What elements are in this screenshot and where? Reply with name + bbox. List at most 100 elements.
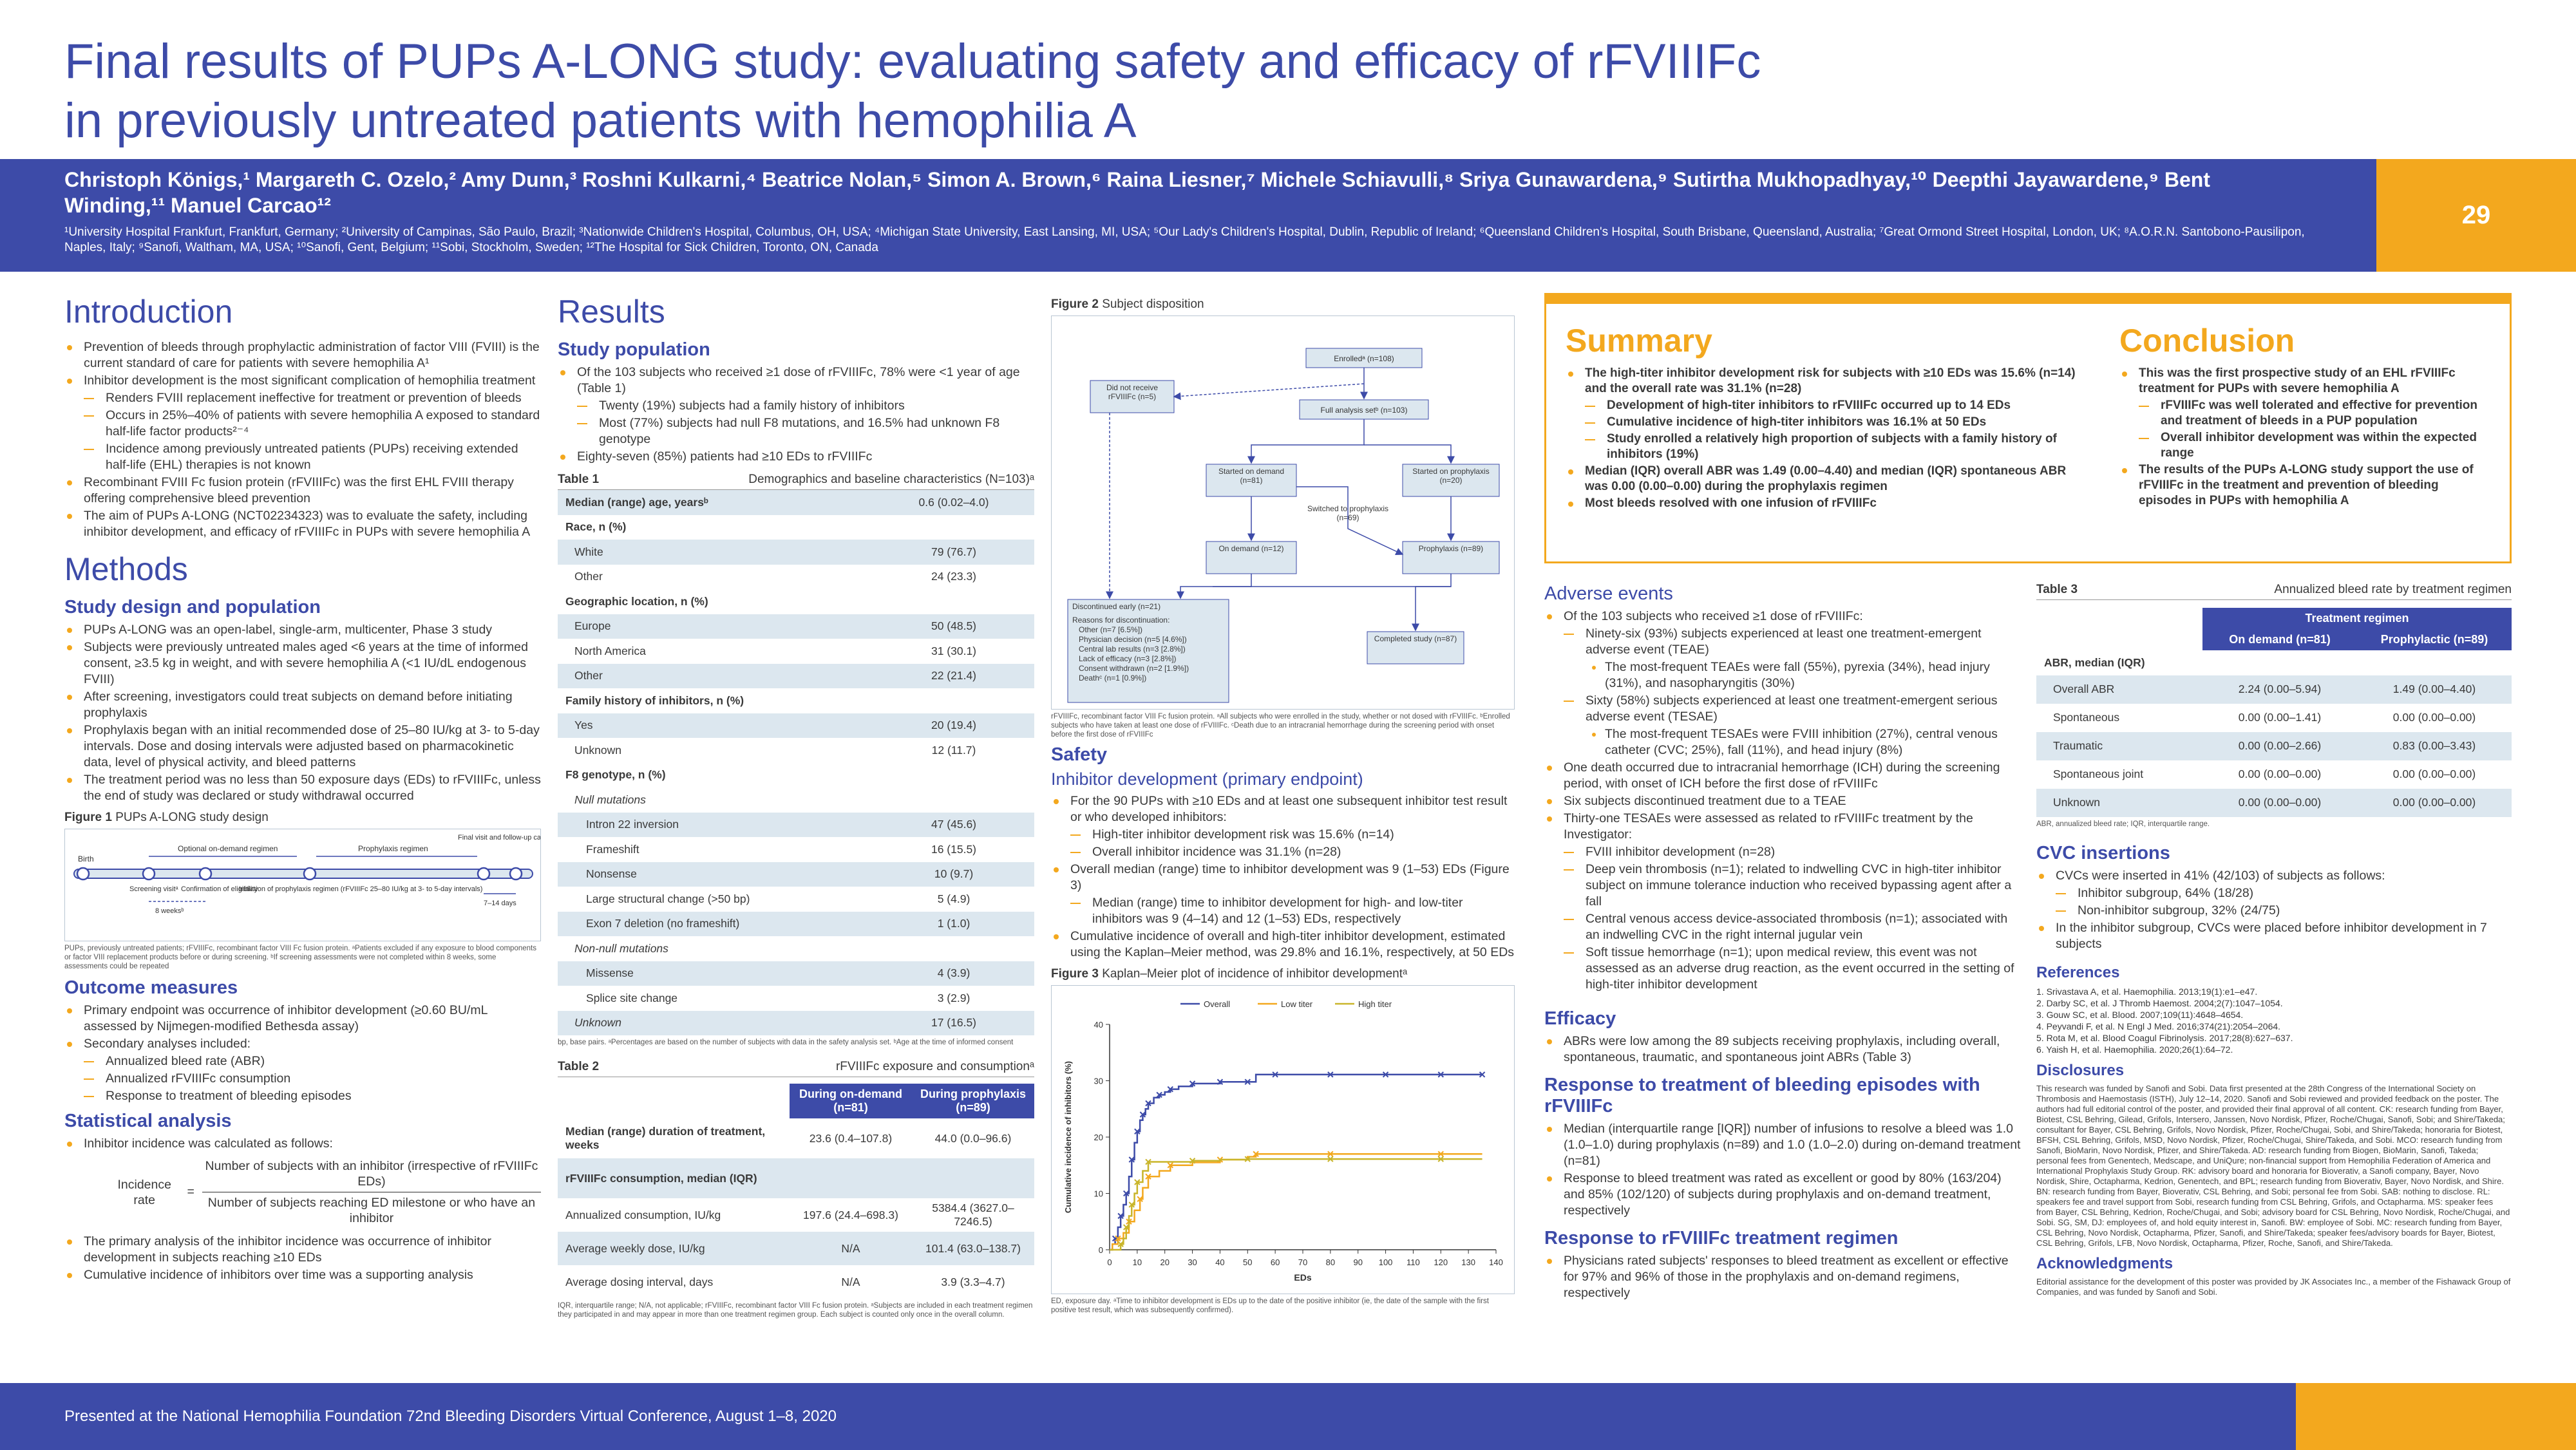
- x-tick-label: 70: [1298, 1257, 1307, 1267]
- list-item: Prevention of bleeds through prophylacti…: [64, 339, 541, 372]
- series-point: [1253, 1151, 1259, 1157]
- adverse-heading: Adverse events: [1544, 583, 1673, 604]
- series-line-2: [1110, 1158, 1482, 1251]
- references-list: 1. Srivastava A, et al. Haemophilia. 201…: [2036, 986, 2512, 1055]
- table3-head-row: ABR, median (IQR): [2044, 655, 2145, 669]
- list-item: ABRs were low among the 89 subjects rece…: [1544, 1033, 2021, 1066]
- table-row: Traumatic 0.00 (0.00–2.66) 0.83 (0.00–3.43…: [2036, 731, 2512, 760]
- table-row: Overall ABR 2.24 (0.00–5.94) 1.49 (0.00–4.…: [2036, 675, 2512, 704]
- table-row: Yes 20 (19.4): [558, 713, 1034, 738]
- table2-header: Table 2 rFVIIIFc exposure and consumption…: [558, 1060, 1034, 1077]
- series-point: [1217, 1078, 1224, 1085]
- list-item: Median (IQR) overall ABR was 1.49 (0.00–…: [1566, 464, 2087, 494]
- series-line-1: [1110, 1153, 1482, 1251]
- summary-conclusion-box: Summary The high-titer inhibitor develop…: [1544, 293, 2512, 563]
- table-row: Other 24 (23.3): [574, 570, 977, 583]
- label-birth: Birth: [78, 854, 94, 863]
- x-tick-label: 90: [1353, 1257, 1362, 1267]
- series-point: [1145, 1173, 1151, 1180]
- list-item: Incidence among previously untreated pat…: [64, 441, 541, 473]
- outcome-heading: Outcome measures: [64, 977, 238, 998]
- summary-panel: Summary The high-titer inhibitor develop…: [1546, 295, 2100, 513]
- series-point: [1479, 1071, 1486, 1078]
- list-item: Ninety-six (93%) subjects experienced at…: [1544, 626, 2021, 658]
- stat-list: Inhibitor incidence was calculated as fo…: [64, 1136, 541, 1152]
- results-heading: Results: [558, 294, 665, 330]
- box-fas: Full analysis setᵇ (n=103): [1321, 406, 1408, 415]
- series-point: [1139, 1111, 1146, 1118]
- table-row: Average dosing interval, days N/A 3.9 (3.3…: [565, 1275, 1005, 1288]
- list-item: The results of the PUPs A-LONG study sup…: [2119, 462, 2493, 509]
- table-row: Large structural change (>50 bp) 5 (4.9): [586, 892, 971, 905]
- table-row: North America 31 (30.1): [574, 644, 977, 657]
- conclusion-heading: Conclusion: [2119, 323, 2295, 359]
- column-introduction-methods: Introduction Prevention of bleeds throug…: [64, 293, 544, 1285]
- list-item: Response to bleed treatment was rated as…: [1544, 1171, 2021, 1219]
- list-item: The primary analysis of the inhibitor in…: [64, 1234, 541, 1266]
- list-item: Inhibitor development is the most signif…: [64, 373, 541, 389]
- list-item: Recombinant FVIII Fc fusion protein (rFV…: [64, 475, 541, 507]
- series-point: [1134, 1128, 1141, 1135]
- list-item: Overall inhibitor incidence was 31.1% (n…: [1051, 844, 1515, 860]
- list-item: Prophylaxis began with an initial recomm…: [64, 722, 541, 771]
- response-heading: Response to treatment of bleeding episod…: [1544, 1075, 1980, 1116]
- list-item: Cumulative incidence of overall and high…: [1051, 928, 1515, 961]
- table2-note: IQR, interquartile range; N/A, not appli…: [558, 1302, 1033, 1319]
- y-tick-label: 30: [1094, 1077, 1103, 1086]
- adverse-list: Of the 103 subjects who received ≥1 dose…: [1544, 608, 2021, 993]
- table-row: Exon 7 deletion (no frameshift) 1 (1.0): [558, 911, 1034, 936]
- table3-group: Treatment regimen: [2202, 608, 2512, 629]
- cvc-heading: CVC insertions: [2036, 842, 2170, 863]
- table-row: Nonsense 10 (9.7): [558, 862, 1034, 887]
- table-row: Frameshift 16 (15.5): [586, 842, 977, 856]
- list-item: Of the 103 subjects who received ≥1 dose…: [1544, 608, 2021, 625]
- final-visit-marker: [477, 867, 491, 881]
- series-point: [1123, 1190, 1130, 1197]
- table-row: Spontaneous joint 0.00 (0.00–0.00) 0.00 (0…: [2053, 767, 2476, 780]
- list-item: Sixty (58%) subjects experienced at leas…: [1544, 693, 2021, 725]
- x-tick-label: 10: [1133, 1257, 1142, 1267]
- list-item: Response to treatment of bleeding episod…: [64, 1088, 541, 1104]
- author-band: Christoph Königs,¹ Margareth C. Ozelo,² …: [0, 159, 2376, 272]
- list-item: PUPs A-LONG was an open-label, single-ar…: [64, 622, 541, 638]
- table3-header: Table 3 Annualized bleed rate by treatmen…: [2036, 583, 2512, 600]
- list-item: Subjects were previously untreated males…: [64, 639, 541, 688]
- table-row: Median (range) age, yearsᵇ 0.6 (0.02–4.0): [558, 490, 1034, 515]
- legend-label: Overall: [1204, 999, 1230, 1009]
- safety-heading: Safety: [1051, 744, 1108, 765]
- list-item: Deep vein thrombosis (n=1); related to i…: [1544, 862, 2021, 910]
- design-list: PUPs A-LONG was an open-label, single-ar…: [64, 622, 541, 804]
- label-initiation: Initiation of prophylaxis regimen (rFVII…: [239, 885, 482, 893]
- list-item: Six subjects discontinued treatment due …: [1544, 793, 2021, 809]
- list-item: Most bleeds resolved with one infusion o…: [1566, 496, 2087, 511]
- list-item: Median (interquartile range [IQR]) numbe…: [1544, 1121, 2021, 1169]
- table3-note: ABR, annualized bleed rate; IQR, interqu…: [2036, 820, 2210, 828]
- table1-header: Table 1 Demographics and baseline charact…: [558, 473, 1034, 490]
- fig1-study-design: Birth Optional on-demand regimen Prophyl…: [64, 829, 544, 941]
- series-point: [1156, 1091, 1162, 1098]
- fig3-note: ED, exposure day. ᵃTime to inhibitor dev…: [1051, 1297, 1489, 1314]
- list-item: Inhibitor incidence was calculated as fo…: [64, 1136, 541, 1152]
- series-point: [1244, 1156, 1251, 1162]
- x-tick-label: 60: [1271, 1257, 1280, 1267]
- disclosures-heading: Disclosures: [2036, 1061, 2125, 1079]
- y-tick-label: 40: [1094, 1020, 1103, 1030]
- stat-list-2: The primary analysis of the inhibitor in…: [64, 1234, 541, 1283]
- series-point: [1244, 1078, 1251, 1085]
- inhibitor-heading: Inhibitor development (primary endpoint): [1051, 769, 1363, 789]
- table-row: Missense 4 (3.9): [558, 961, 1034, 986]
- box-did-not: Did not receive rFVIIIFc (n=5): [1106, 383, 1159, 401]
- list-item: Soft tissue hemorrhage (n=1); upon medic…: [1544, 945, 2021, 993]
- efficacy-list: ABRs were low among the 89 subjects rece…: [1544, 1033, 2021, 1066]
- footer-text: Presented at the National Hemophilia Fou…: [64, 1408, 837, 1425]
- list-item: Annualized rFVIIIFc consumption: [64, 1071, 541, 1087]
- incidence-formula: Incidence rate = Number of subjects with…: [109, 1158, 541, 1226]
- table-row: Annualized consumption, IU/kg 197.6 (24.4…: [565, 1201, 1014, 1228]
- formula-numerator: Number of subjects with an inhibitor (ir…: [202, 1158, 541, 1192]
- formula-fraction: Number of subjects with an inhibitor (ir…: [202, 1158, 541, 1226]
- column-table3-refs: Table 3 Annualized bleed rate by treatmen…: [2036, 583, 2512, 1297]
- x-tick-label: 80: [1326, 1257, 1335, 1267]
- title-line-2: in previously untreated patients with he…: [64, 93, 1137, 148]
- ack-heading: Acknowledgments: [2036, 1254, 2174, 1272]
- series-point: [1128, 1156, 1135, 1163]
